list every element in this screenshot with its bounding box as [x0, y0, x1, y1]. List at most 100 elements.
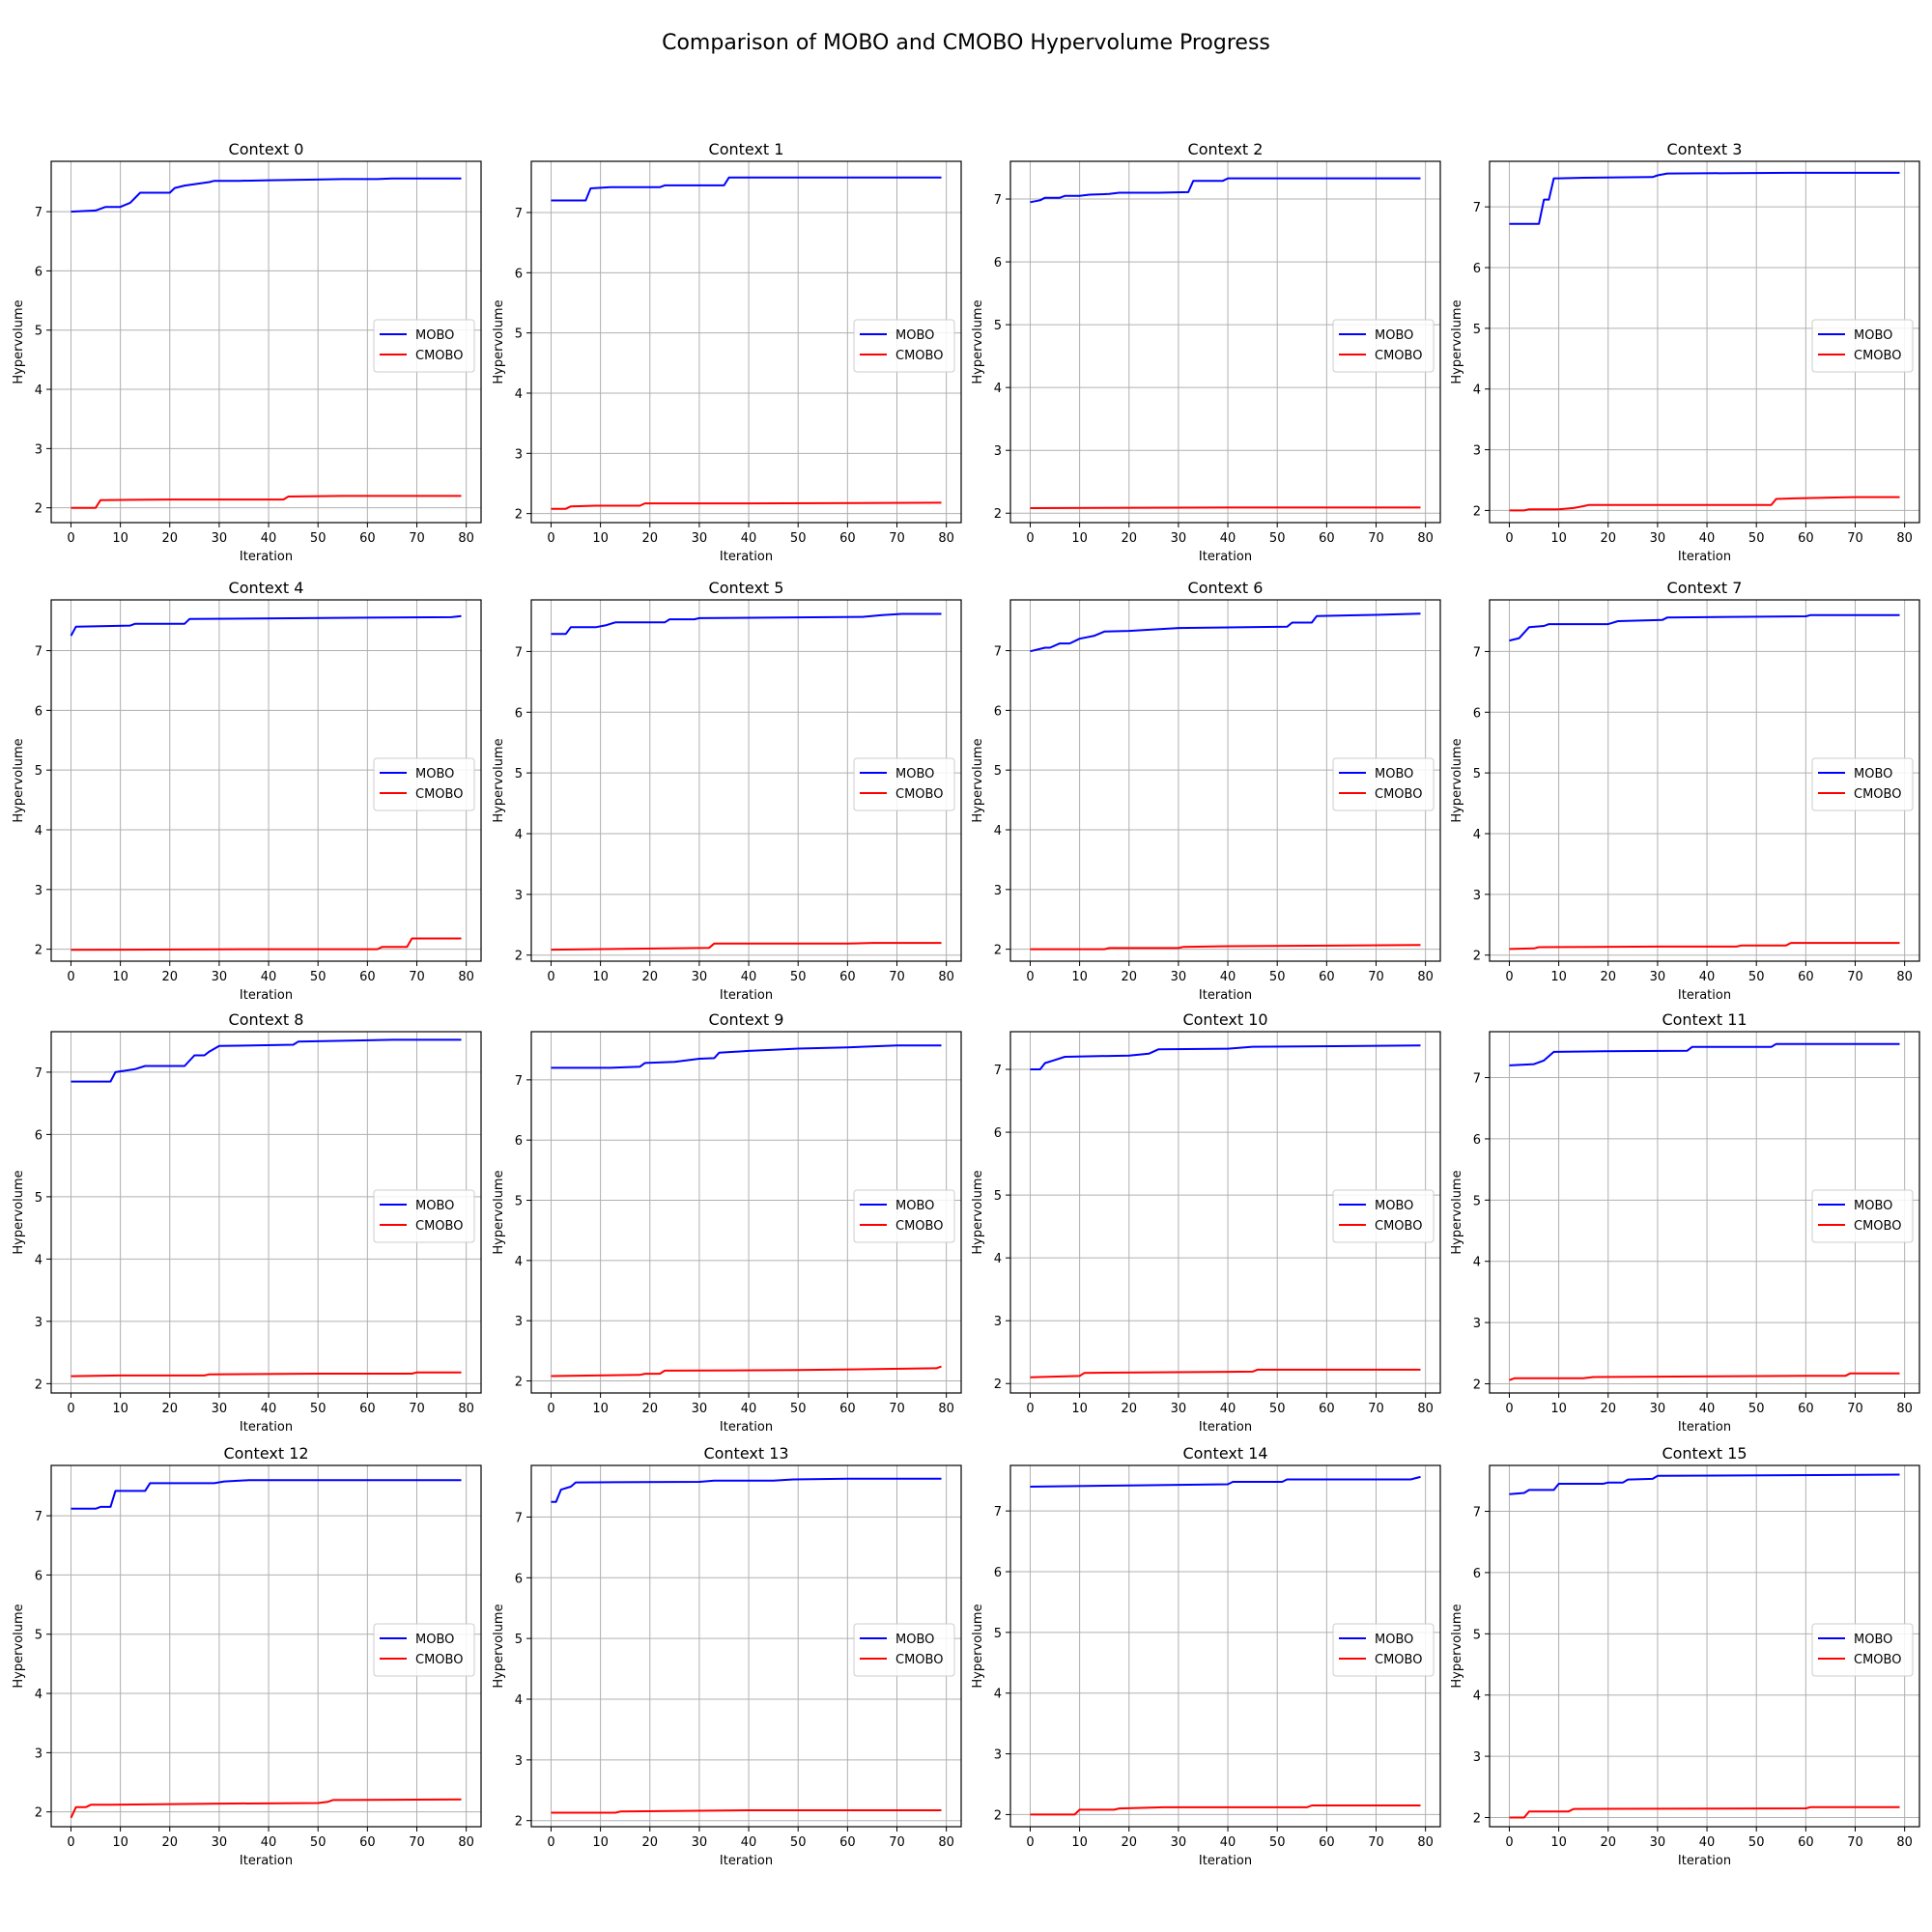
series-line-mobo — [70, 614, 462, 637]
legend-box — [853, 1623, 955, 1677]
subplot-1: 0 10 20 30 40 50 60 70 80 2 3 4 5 6 7 Context 1 Iteratio… — [492, 140, 962, 564]
y-tick-label: 7 — [1473, 645, 1481, 660]
subplot-5: 0 10 20 30 40 50 60 70 80 2 3 4 5 6 7 Context 5 Iteratio… — [492, 579, 962, 1003]
legend-box — [373, 757, 475, 811]
y-tick-label: 2 — [35, 944, 43, 958]
x-tick-label: 0 — [67, 970, 74, 984]
x-tick-label: 50 — [790, 1402, 807, 1416]
x-tick-label: 20 — [161, 1835, 178, 1850]
subplot-13: 0 10 20 30 40 50 60 70 80 2 3 4 5 6 7 Context 13 Iterati… — [492, 1444, 962, 1868]
subplot-0: 0 10 20 30 40 50 60 70 80 2 3 4 5 6 7 Context 0 Iteratio… — [12, 140, 482, 564]
x-tick-label: 50 — [790, 1835, 807, 1850]
x-tick-label: 60 — [1798, 970, 1814, 984]
series-line-mobo — [1509, 613, 1900, 642]
x-tick-label: 80 — [458, 531, 474, 546]
y-tick-label: 6 — [515, 267, 523, 281]
x-tick-label: 0 — [67, 531, 74, 546]
series-line-cmobo — [71, 1371, 462, 1378]
y-tick-label: 7 — [35, 206, 43, 220]
axes-frame — [1489, 599, 1920, 962]
x-tick-label: 50 — [790, 531, 807, 546]
x-tick-label: 60 — [1319, 1402, 1335, 1416]
axes-frame — [50, 599, 482, 962]
y-axis-label: Hypervolume — [12, 1604, 26, 1688]
series-line-mobo — [71, 177, 462, 213]
legend-label-mobo: MOBO — [1854, 328, 1892, 343]
x-tick-label: 50 — [310, 531, 327, 546]
x-tick-label: 40 — [741, 1402, 757, 1416]
x-tick-label: 70 — [409, 970, 425, 984]
legend-label-mobo: MOBO — [1375, 328, 1413, 343]
legend-label-mobo: MOBO — [415, 1199, 454, 1213]
x-axis-label: Iteration — [1678, 1854, 1731, 1868]
x-tick-label: 20 — [1600, 1835, 1616, 1850]
axes-frame — [530, 1031, 962, 1394]
y-tick-label: 7 — [35, 1066, 43, 1081]
x-tick-label: 60 — [839, 1835, 856, 1850]
x-tick-label: 70 — [1847, 1402, 1863, 1416]
x-tick-label: 60 — [1319, 531, 1335, 546]
y-tick-label: 4 — [994, 1688, 1002, 1702]
x-tick-label: 60 — [359, 970, 376, 984]
x-tick-label: 70 — [889, 1835, 905, 1850]
series-line-mobo — [1030, 1475, 1421, 1488]
x-tick-label: 50 — [310, 970, 327, 984]
subplot-title: Context 13 — [703, 1444, 788, 1463]
x-tick-label: 10 — [112, 970, 128, 984]
series-line-mobo — [1030, 177, 1421, 204]
series-line-cmobo — [1030, 1368, 1421, 1378]
y-axis-label: Hypervolume — [12, 299, 26, 384]
y-tick-label: 6 — [1473, 1567, 1481, 1581]
x-tick-label: 40 — [1220, 970, 1236, 984]
legend-box — [1332, 319, 1435, 373]
x-axis-label: Iteration — [1678, 1420, 1731, 1435]
legend-box — [373, 319, 475, 373]
x-tick-label: 60 — [839, 1402, 856, 1416]
subplot-4: 0 10 20 30 40 50 60 70 80 2 3 4 5 6 7 Context 4 Iteratio… — [12, 579, 482, 1003]
y-tick-label: 6 — [35, 1128, 43, 1143]
x-tick-label: 30 — [1171, 970, 1187, 984]
axes-frame — [50, 1031, 482, 1394]
x-tick-label: 10 — [1550, 1835, 1567, 1850]
legend-box — [1811, 319, 1914, 373]
y-tick-label: 4 — [515, 1255, 523, 1269]
x-tick-label: 30 — [1171, 1835, 1187, 1850]
y-tick-label: 4 — [1473, 384, 1481, 398]
axes-frame — [1489, 160, 1920, 524]
legend-label-mobo: MOBO — [1375, 1199, 1413, 1213]
y-tick-label: 7 — [35, 645, 43, 660]
x-tick-label: 10 — [1550, 1402, 1567, 1416]
y-axis-label: Hypervolume — [1450, 1170, 1464, 1254]
x-tick-label: 50 — [1748, 1402, 1765, 1416]
y-tick-label: 7 — [1473, 201, 1481, 215]
x-tick-label: 50 — [1269, 531, 1286, 546]
x-tick-label: 60 — [1798, 1835, 1814, 1850]
series-line-cmobo — [551, 501, 942, 510]
x-tick-label: 50 — [1748, 1835, 1765, 1850]
subplot-title: Context 2 — [1188, 140, 1264, 158]
y-tick-label: 3 — [994, 1315, 1002, 1329]
y-tick-label: 6 — [35, 265, 43, 279]
y-tick-label: 4 — [994, 382, 1002, 396]
x-tick-label: 0 — [1505, 531, 1513, 546]
y-tick-label: 2 — [994, 1378, 1002, 1392]
legend-label-mobo: MOBO — [415, 1633, 454, 1647]
y-tick-label: 3 — [994, 444, 1002, 459]
legend-label-cmobo: CMOBO — [415, 787, 463, 802]
x-tick-label: 40 — [741, 1835, 757, 1850]
series-line-cmobo — [1509, 1372, 1900, 1381]
y-tick-label: 6 — [515, 706, 523, 721]
subplot-3: 0 10 20 30 40 50 60 70 80 2 3 4 5 6 7 Context 3 Iteratio… — [1450, 140, 1920, 564]
series-line-cmobo — [551, 1365, 942, 1378]
subplot-15: 0 10 20 30 40 50 60 70 80 2 3 4 5 6 7 Context 15 Iterati… — [1450, 1444, 1920, 1868]
x-tick-label: 70 — [889, 1402, 905, 1416]
x-tick-label: 20 — [1121, 970, 1137, 984]
x-tick-label: 70 — [1368, 531, 1384, 546]
y-tick-label: 7 — [515, 207, 523, 221]
axes-frame — [530, 599, 962, 962]
legend-label-mobo: MOBO — [1854, 767, 1892, 781]
y-tick-label: 2 — [35, 1806, 43, 1821]
series-line-mobo — [1030, 612, 1421, 653]
x-tick-label: 40 — [261, 1402, 277, 1416]
x-axis-label: Iteration — [1199, 988, 1252, 1003]
